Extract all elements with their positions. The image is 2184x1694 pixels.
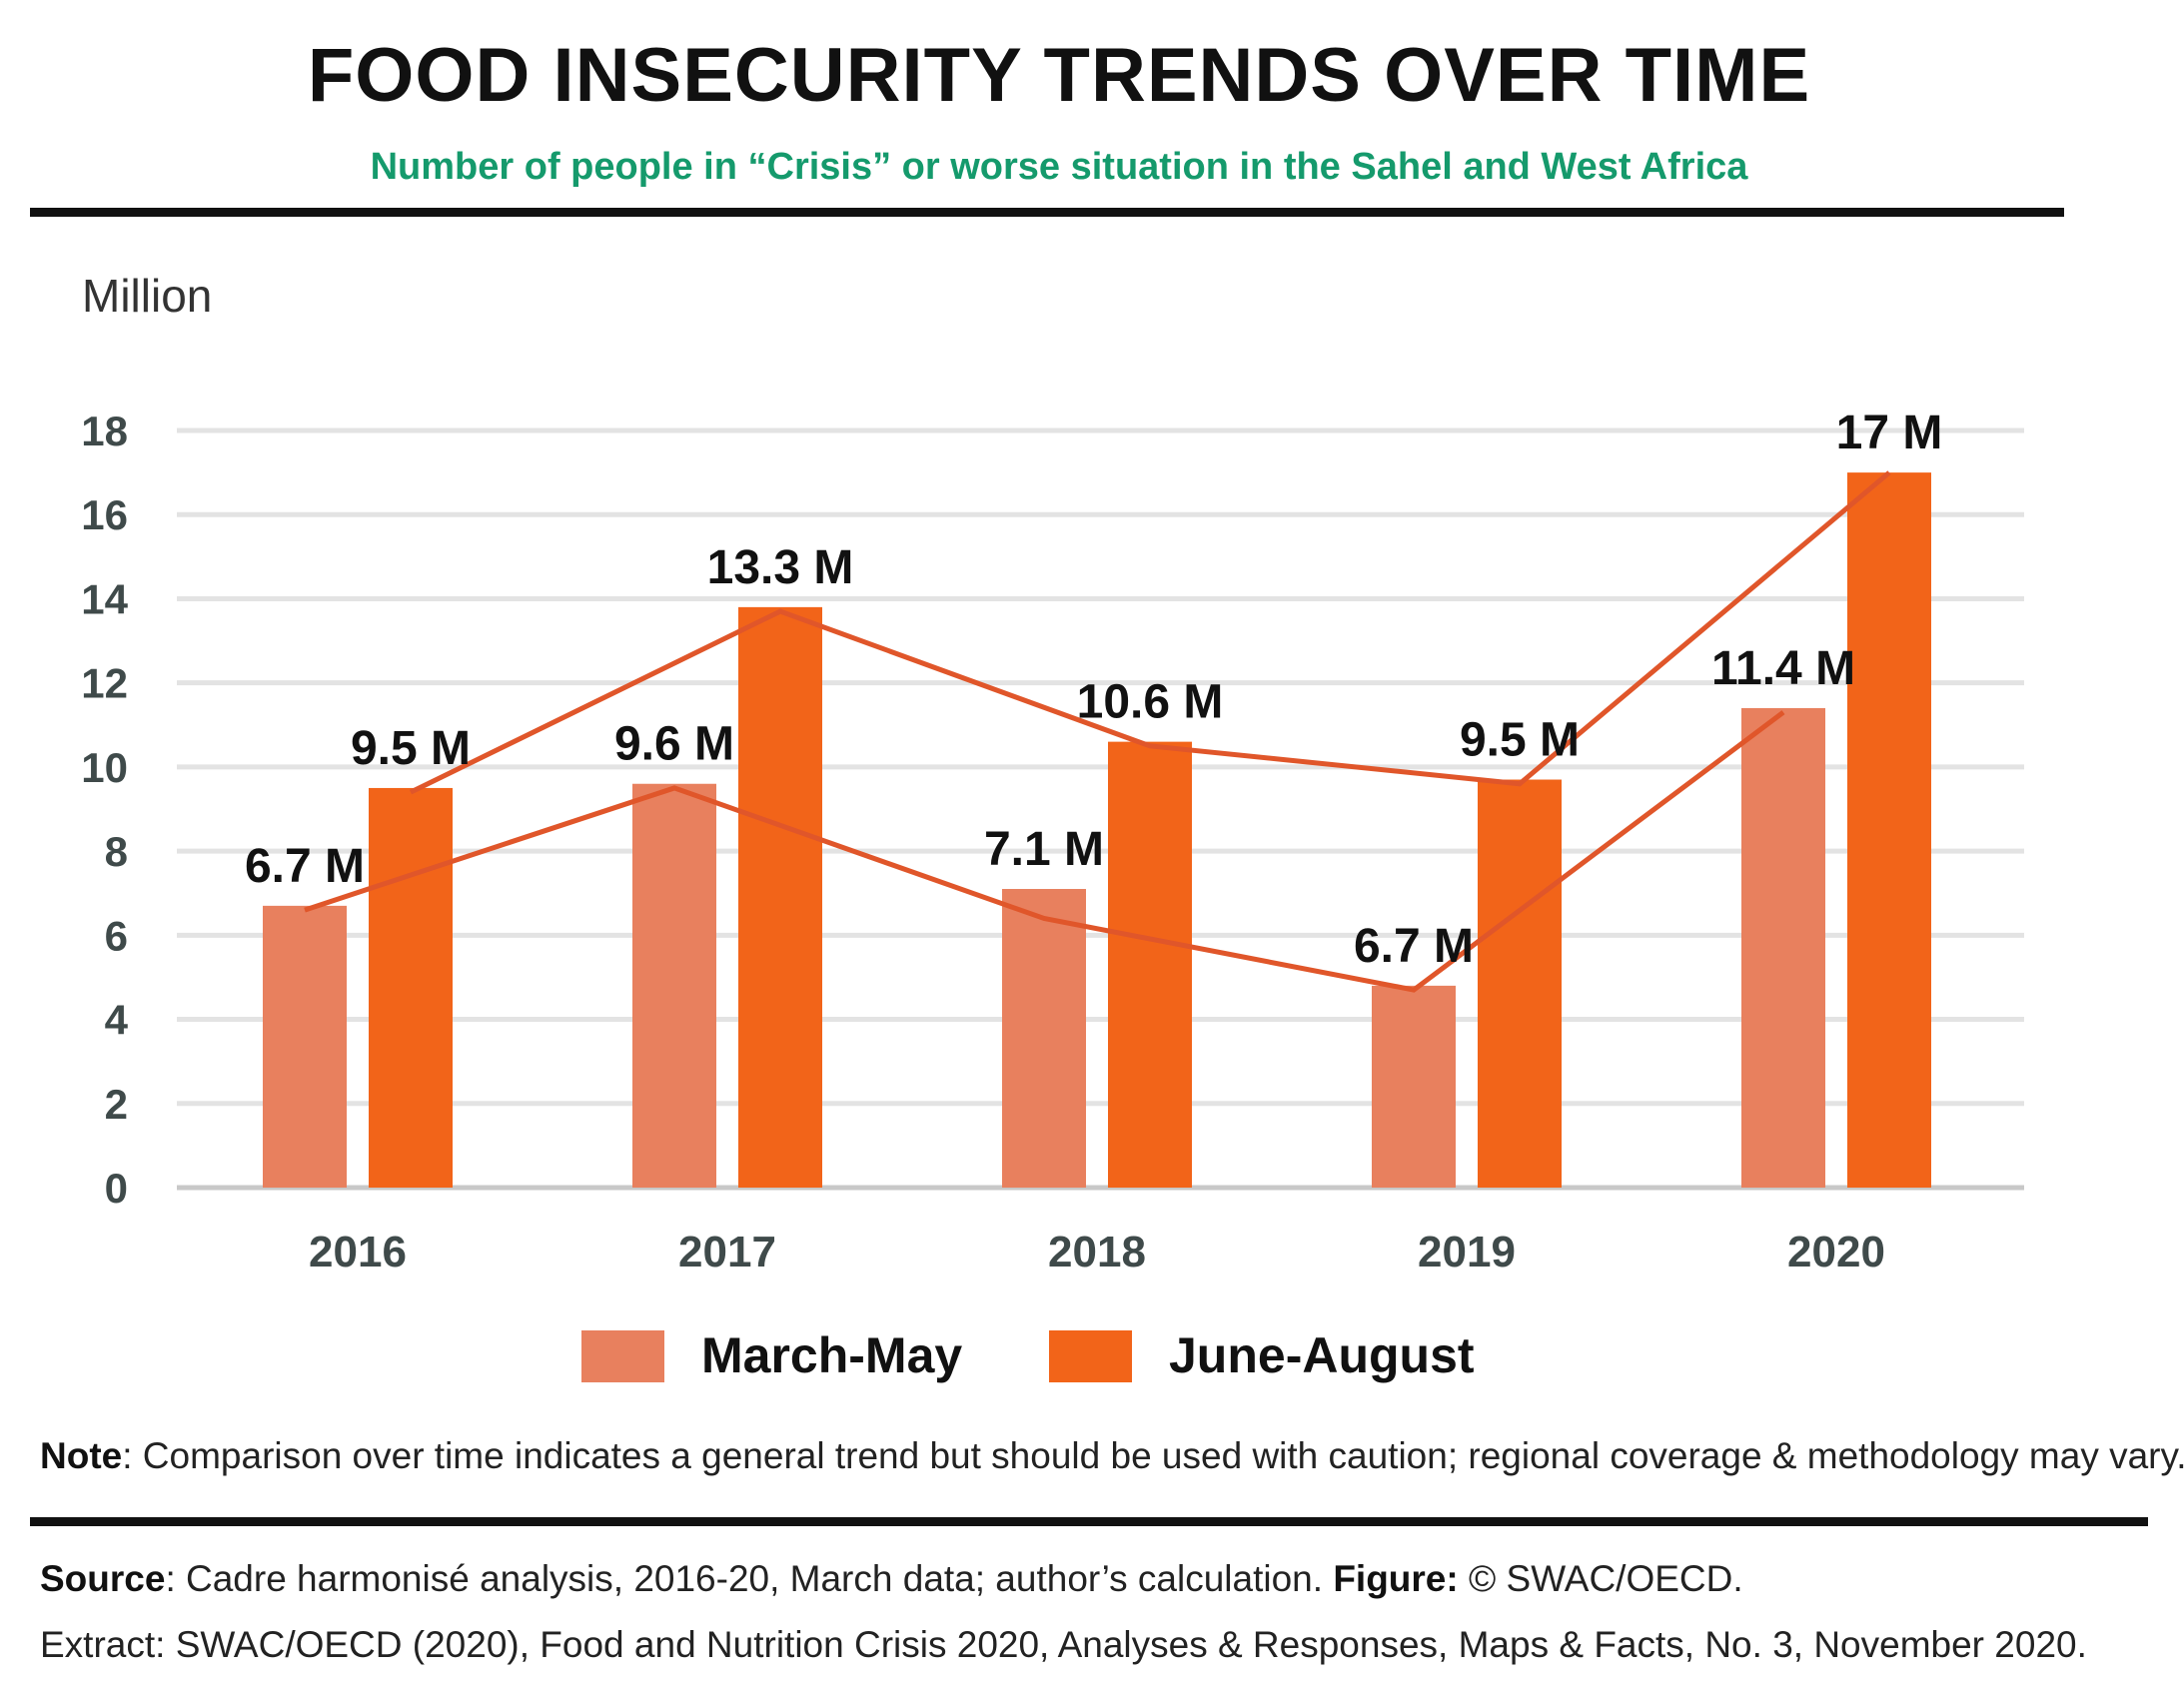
data-label-2019-march-may: 6.7 M bbox=[1354, 920, 1474, 973]
data-label-2018-june-august: 10.6 M bbox=[1077, 676, 1224, 729]
y-tick-label-0: 0 bbox=[105, 1165, 128, 1212]
figure-text: © SWAC/OECD. bbox=[1458, 1558, 1743, 1599]
note-label: Note bbox=[40, 1435, 123, 1476]
bar-2020-june-august bbox=[1847, 472, 1931, 1189]
bar-2020-march-may bbox=[1741, 707, 1825, 1188]
bar-2019-march-may bbox=[1372, 985, 1456, 1188]
bar-2018-march-may bbox=[1002, 889, 1086, 1188]
y-tick-label-16: 16 bbox=[81, 491, 128, 538]
bar-2017-june-august bbox=[738, 606, 822, 1188]
y-tick-label-2: 2 bbox=[105, 1081, 128, 1128]
legend-swatch-june-august bbox=[1049, 1330, 1132, 1382]
chart-title: FOOD INSECURITY TRENDS OVER TIME bbox=[307, 33, 1811, 118]
y-tick-label-6: 6 bbox=[105, 912, 128, 959]
bar-2018-june-august bbox=[1108, 741, 1192, 1188]
x-tick-label-2018: 2018 bbox=[1048, 1228, 1146, 1276]
legend-swatch-march-may bbox=[581, 1330, 664, 1382]
y-tick-label-8: 8 bbox=[105, 828, 128, 875]
trend-line-march-may bbox=[304, 710, 1785, 993]
source-label: Source bbox=[40, 1558, 166, 1599]
figure-label: Figure: bbox=[1333, 1558, 1459, 1599]
source-text: : Cadre harmonisé analysis, 2016-20, Mar… bbox=[165, 1558, 1334, 1599]
bar-chart: Million 0 2 4 6 8 10 12 14 16 18 6.7 M 9.6 M 7.1 M 6.7… bbox=[81, 270, 2024, 1276]
y-tick-label-4: 4 bbox=[105, 997, 129, 1044]
x-tick-label-2016: 2016 bbox=[309, 1228, 407, 1276]
extract-citation: Extract: SWAC/OECD (2020), Food and Nutr… bbox=[40, 1624, 2087, 1665]
bar-2017-march-may bbox=[632, 783, 716, 1188]
note: Note: Comparison over time indicates a g… bbox=[40, 1435, 2184, 1477]
y-tick-label-10: 10 bbox=[81, 744, 128, 791]
y-tick-label-18: 18 bbox=[81, 408, 128, 454]
legend-label-june-august: June-August bbox=[1169, 1327, 1475, 1383]
bar-2016-march-may bbox=[263, 905, 347, 1188]
source: Source: Cadre harmonisé analysis, 2016-2… bbox=[40, 1558, 1743, 1600]
trend-line-june-august bbox=[409, 470, 1891, 795]
data-label-2017-june-august: 13.3 M bbox=[707, 541, 854, 594]
y-axis-label: Million bbox=[82, 270, 212, 322]
data-label-2016-march-may: 6.7 M bbox=[245, 840, 365, 893]
x-tick-label-2017: 2017 bbox=[678, 1228, 776, 1276]
x-tick-label-2020: 2020 bbox=[1787, 1228, 1885, 1276]
bar-2016-june-august bbox=[369, 787, 453, 1188]
legend-label-march-may: March-May bbox=[701, 1327, 963, 1383]
data-label-2020-june-august: 17 M bbox=[1836, 407, 1943, 459]
data-label-2019-june-august: 9.5 M bbox=[1460, 714, 1580, 767]
y-tick-label-12: 12 bbox=[81, 660, 128, 707]
bar-2019-june-august bbox=[1478, 779, 1562, 1188]
note-text: : Comparison over time indicates a gener… bbox=[122, 1435, 2184, 1476]
data-label-2017-march-may: 9.6 M bbox=[614, 718, 734, 771]
data-label-2016-june-august: 9.5 M bbox=[351, 722, 471, 775]
data-label-2020-march-may: 11.4 M bbox=[1711, 642, 1855, 695]
x-tick-label-2019: 2019 bbox=[1418, 1228, 1516, 1276]
y-tick-label-14: 14 bbox=[81, 575, 128, 622]
top-divider bbox=[30, 208, 2064, 217]
chart-subtitle: Number of people in “Crisis” or worse si… bbox=[370, 146, 1748, 188]
bottom-divider bbox=[30, 1517, 2148, 1526]
data-label-2018-march-may: 7.1 M bbox=[984, 823, 1104, 876]
